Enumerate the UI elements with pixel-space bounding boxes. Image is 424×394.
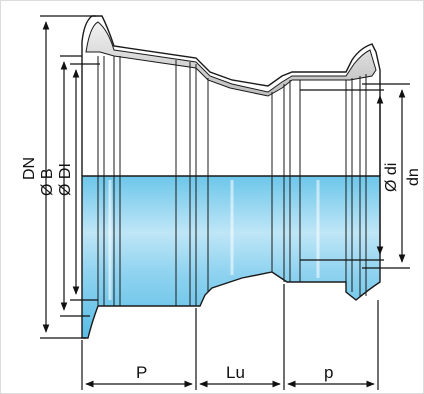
label-dia-di-left: Ø DI [57,163,74,196]
label-lu: Lu [226,363,245,382]
label-dia-b: Ø B [39,168,56,196]
water-highlights [108,180,320,300]
label-p-lower: p [324,363,333,382]
right-dimensions [300,83,410,269]
pipe-wall-top [81,15,381,176]
label-dia-di-right: Ø di [383,163,400,192]
label-p-upper: P [136,363,147,382]
bottom-dimensions [81,284,379,390]
left-dimensions [40,15,100,339]
pipe-wall-fill [85,21,377,97]
section-lines [97,56,367,306]
label-dn-upper: DN [21,157,38,180]
label-dn-lower: dn [405,168,422,186]
